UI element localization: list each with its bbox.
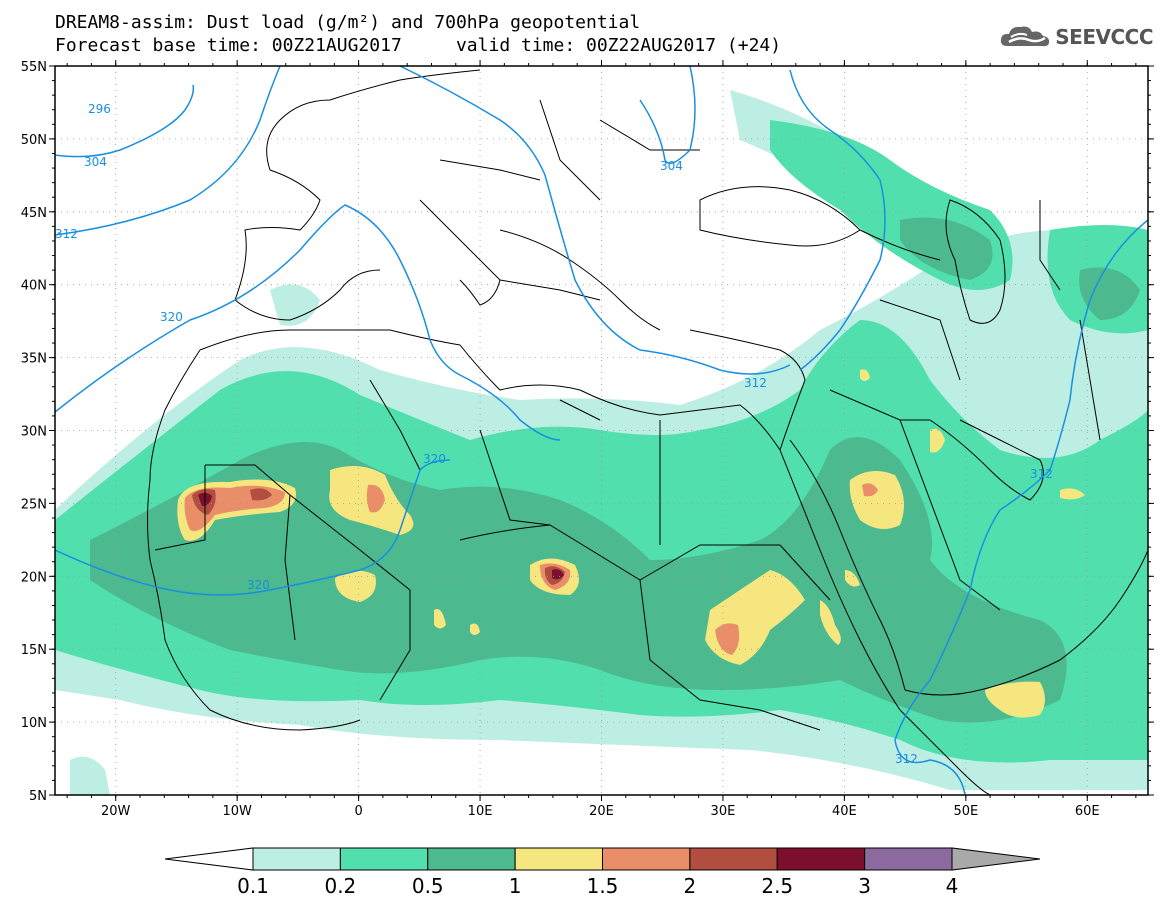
colorbar-swatch (164, 847, 254, 871)
colorbar-label: 0.2 (324, 874, 356, 898)
lat-tick-label: 45N (21, 206, 47, 221)
contour-label: 312 (895, 752, 918, 766)
colorbar: 0.1 0.2 0.5 1 1.5 2 2.5 3 4 (164, 847, 1041, 898)
colorbar-swatch (514, 847, 603, 871)
lat-tick-label: 20N (21, 570, 47, 585)
contour-label: 312 (1030, 467, 1053, 481)
colorbar-swatch (776, 847, 866, 871)
colorbar-swatch (689, 847, 778, 871)
lat-tick-label: 30N (21, 425, 47, 440)
contour-label: 312 (744, 376, 767, 390)
colorbar-label: 0.1 (237, 874, 269, 898)
colorbar-swatch (951, 847, 1041, 871)
longitude-labels: 20W 10W 0 10E 20E 30E 40E 50E 60E (101, 804, 1100, 819)
lon-tick-label: 0 (354, 804, 362, 819)
colorbar-label: 4 (946, 874, 959, 898)
lat-tick-label: 10N (21, 716, 47, 731)
lon-tick-label: 40E (832, 804, 857, 819)
lat-tick-label: 5N (29, 789, 47, 804)
contour-label: 312 (55, 227, 78, 241)
axis-ticks (49, 60, 1154, 801)
lat-tick-label: 40N (21, 279, 47, 294)
map-title: DREAM8-assim: Dust load (g/m²) and 700hP… (55, 12, 641, 33)
lat-tick-label: 55N (21, 60, 47, 75)
lat-tick-label: 35N (21, 352, 47, 367)
colorbar-swatch (427, 847, 516, 871)
geopotential-contours (55, 66, 1148, 795)
colorbar-label: 0.5 (412, 874, 444, 898)
contour-label: 320 (423, 452, 446, 466)
lat-tick-label: 15N (21, 643, 47, 658)
lon-tick-label: 20W (101, 804, 131, 819)
colorbar-swatch (339, 847, 429, 871)
lon-tick-label: 50E (953, 804, 978, 819)
lon-tick-label: 60E (1075, 804, 1100, 819)
colorbar-swatch (864, 847, 953, 871)
contour-labels: 296 304 304 312 320 320 312 320 312 312 (55, 102, 1053, 766)
lon-tick-label: 20E (589, 804, 614, 819)
logo-text: SEEVCCC (1055, 25, 1153, 49)
lat-tick-label: 50N (21, 133, 47, 148)
colorbar-label: 1.5 (587, 874, 619, 898)
colorbar-label: 2.5 (761, 874, 793, 898)
cloud-icon (1001, 26, 1050, 47)
colorbar-label: 1 (509, 874, 522, 898)
contour-label: 320 (247, 578, 270, 592)
colorbar-label: 2 (684, 874, 697, 898)
lon-tick-label: 10W (222, 804, 252, 819)
latitude-labels: 55N 50N 45N 40N 35N 30N 25N 20N 15N 10N 5N (21, 60, 47, 804)
colorbar-swatch (602, 847, 691, 871)
seevccc-logo: SEEVCCC (999, 24, 1153, 50)
contour-label: 304 (84, 155, 107, 169)
contour-label: 296 (88, 102, 111, 116)
plot-area: 296 304 304 312 320 320 312 320 312 312 (55, 66, 1148, 795)
lon-tick-label: 30E (711, 804, 736, 819)
contour-label: 320 (160, 310, 183, 324)
colorbar-swatch (252, 847, 341, 871)
contour-label: 304 (660, 159, 683, 173)
map-subtitle: Forecast base time: 00Z21AUG2017 valid t… (55, 35, 782, 56)
colorbar-label: 3 (858, 874, 871, 898)
coastlines-borders (147, 69, 1148, 795)
graticule (55, 66, 1148, 795)
lon-tick-label: 10E (468, 804, 493, 819)
lat-tick-label: 25N (21, 497, 47, 512)
dust-level-1 (177, 369, 1085, 718)
